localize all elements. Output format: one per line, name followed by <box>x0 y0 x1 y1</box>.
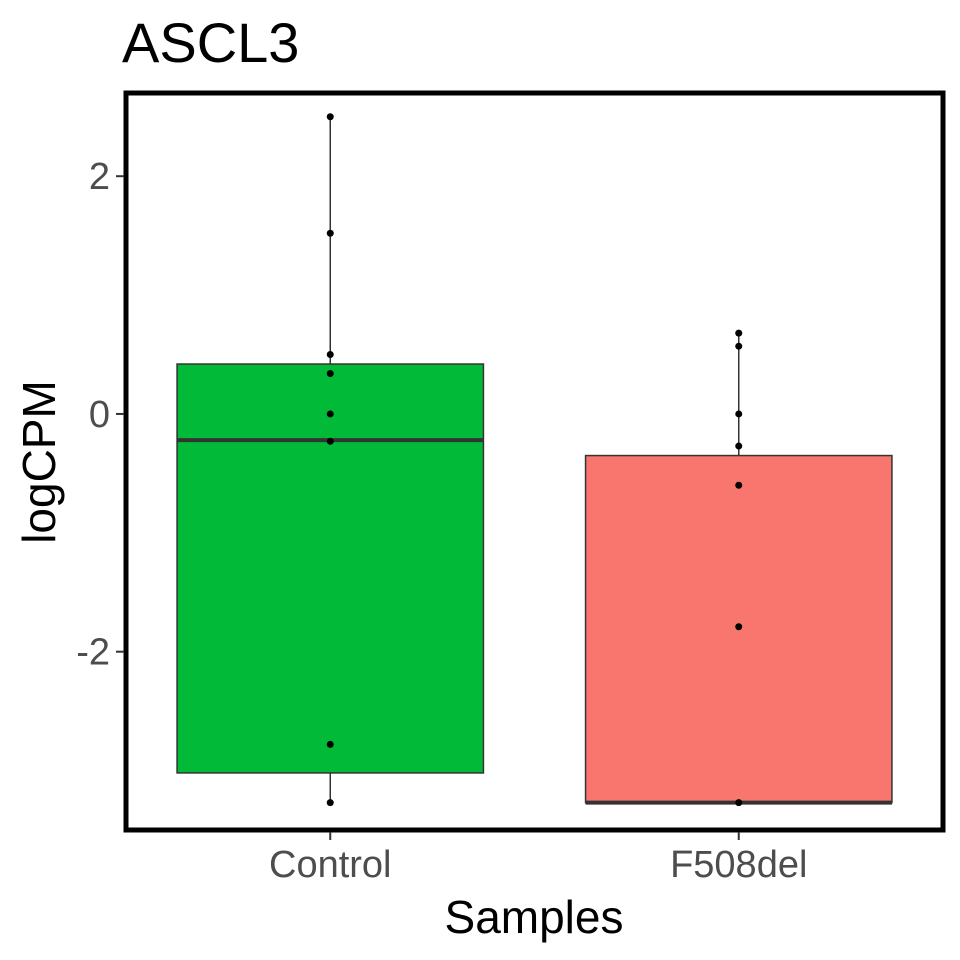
boxes-layer <box>176 113 893 807</box>
data-point <box>326 370 334 378</box>
y-axis-label: logCPM <box>13 380 65 544</box>
data-point <box>326 740 334 748</box>
data-point <box>326 351 334 359</box>
y-axis: -2 0 2 <box>76 156 124 674</box>
x-axis-label: Samples <box>445 891 624 943</box>
box-group-f508del <box>584 329 893 807</box>
y-tick-label: 0 <box>89 394 110 436</box>
data-point <box>326 799 334 807</box>
box-body <box>176 363 485 774</box>
data-point <box>735 342 743 350</box>
data-point <box>326 229 334 237</box>
x-tick-label: Control <box>269 844 392 886</box>
box-group-control <box>176 113 485 807</box>
data-point <box>735 410 743 418</box>
data-point <box>735 481 743 489</box>
data-point <box>735 329 743 337</box>
data-point <box>735 799 743 807</box>
data-point <box>326 437 334 445</box>
data-point <box>326 113 334 121</box>
x-tick-label: F508del <box>670 844 807 886</box>
x-axis: Control F508del <box>269 832 807 886</box>
data-point <box>326 410 334 418</box>
y-tick-label: 2 <box>89 156 110 198</box>
data-point <box>735 442 743 450</box>
y-tick-label: -2 <box>76 632 110 674</box>
chart-title: ASCL3 <box>122 11 299 74</box>
data-point <box>735 623 743 631</box>
